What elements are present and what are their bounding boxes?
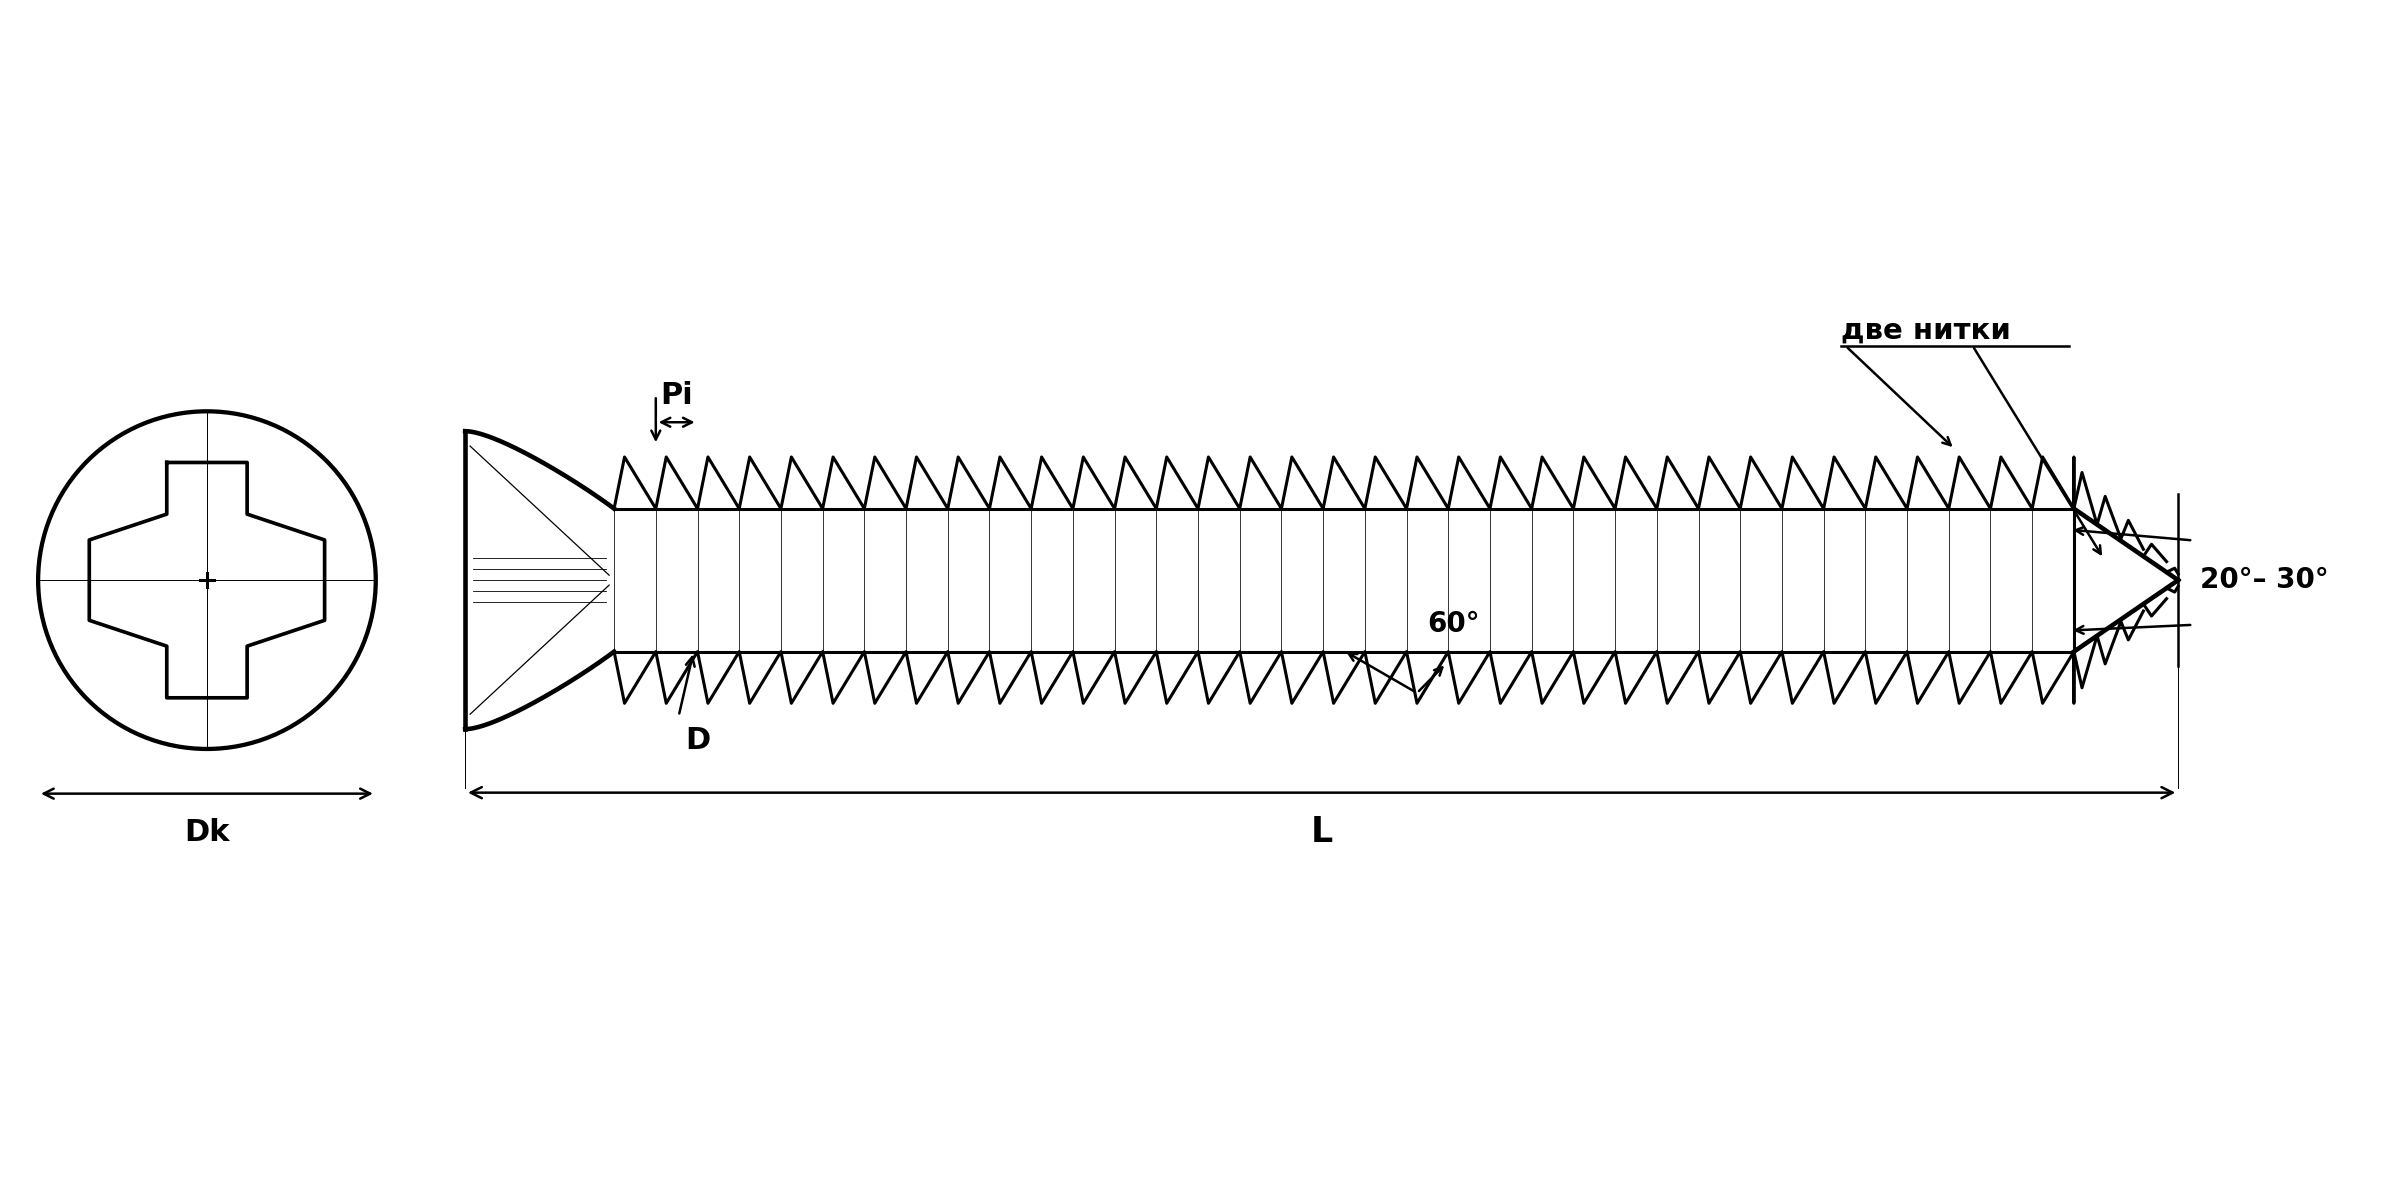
Text: Pi: Pi	[660, 382, 694, 410]
Text: 60°: 60°	[1428, 611, 1478, 638]
Text: D: D	[686, 726, 710, 755]
Text: L: L	[1310, 815, 1332, 848]
Text: две нитки: две нитки	[1841, 317, 2011, 344]
Text: 20°– 30°: 20°– 30°	[2201, 566, 2328, 594]
Text: Dk: Dk	[185, 818, 230, 847]
